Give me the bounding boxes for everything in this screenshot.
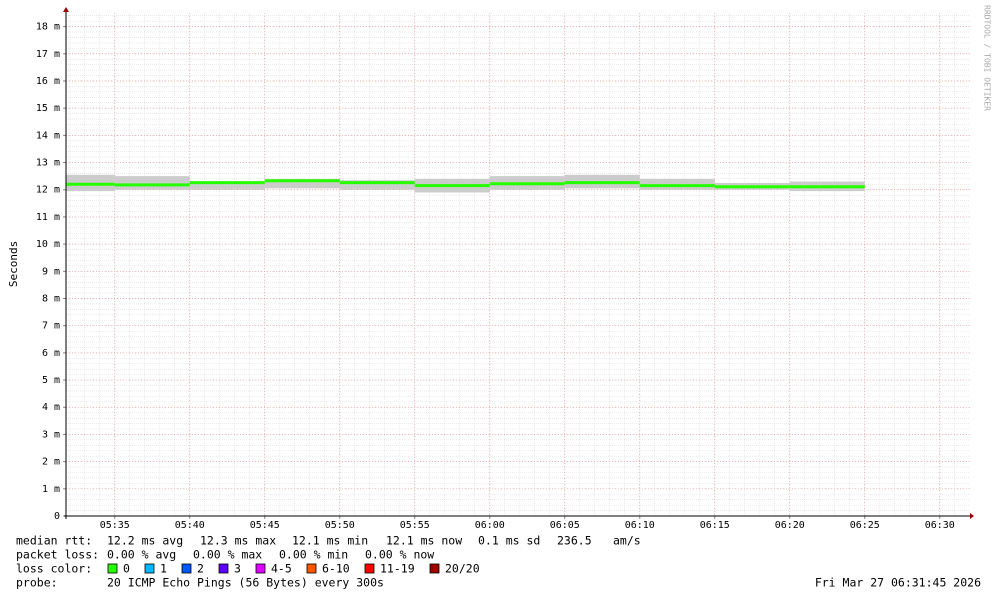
legend-stat: 0.1 ms sd [478,534,540,548]
legend-swatch [218,563,229,574]
legend-stat: am/s [613,534,641,548]
y-tick-label: 16 m [36,76,60,87]
legend-entry: 1 [160,562,167,576]
y-tick-label: 12 m [36,185,60,196]
x-tick-label: 05:40 [175,520,205,531]
legend-entry: 20/20 [445,562,480,576]
x-tick-label: 05:35 [100,520,130,531]
timestamp: Fri Mar 27 06:31:45 2026 [815,576,981,590]
y-axis-label: Seconds [7,241,20,287]
legend-entry: 6-10 [322,562,350,576]
y-tick-label: 17 m [36,49,60,60]
legend-entry: 2 [197,562,204,576]
legend-swatch [429,563,440,574]
y-tick-label: 8 m [42,293,60,304]
legend-entry: 3 [234,562,241,576]
y-tick-label: 10 m [36,239,60,250]
legend-stat: 236.5 [557,534,592,548]
y-tick-label: 9 m [42,266,60,277]
legend-stat: 12.2 ms avg [107,534,183,548]
legend-label: median rtt: [16,534,92,548]
y-tick-label: 3 m [42,429,60,440]
y-tick-label: 15 m [36,103,60,114]
x-axis-arrow [970,513,974,519]
smoke-band [339,180,415,190]
watermark: RRDTOOL / TOBI OETIKER [983,5,992,111]
legend-label: loss color: [16,562,92,576]
y-tick-label: 2 m [42,457,60,468]
x-tick-label: 06:10 [625,520,655,531]
y-tick-label: 5 m [42,375,60,386]
y-tick-label: 18 m [36,22,60,33]
x-tick-label: 06:15 [700,520,730,531]
y-tick-label: 4 m [42,402,60,413]
x-tick-label: 06:25 [850,520,880,531]
legend-swatch [181,563,192,574]
probe-label: probe: [16,576,58,590]
y-axis-arrow [63,7,69,12]
y-tick-label: 1 m [42,484,60,495]
legend-entry: 11-19 [380,562,415,576]
legend-swatch [306,563,317,574]
smoke-band [264,178,340,189]
x-tick-label: 05:45 [250,520,280,531]
y-tick-label: 13 m [36,158,60,169]
legend-stat: 0.00 % min [279,548,348,562]
y-tick-label: 7 m [42,321,60,332]
legend-swatch [255,563,266,574]
x-tick-label: 06:30 [925,520,955,531]
smoke-band [189,181,265,190]
smoke-band [114,176,190,190]
y-tick-label: 6 m [42,348,60,359]
y-tick-label: 11 m [36,212,60,223]
legend-entry: 0 [123,562,130,576]
x-tick-label: 05:55 [400,520,430,531]
legend-stat: 0.00 % max [193,548,262,562]
legend-label: packet loss: [16,548,99,562]
legend-stat: 0.00 % avg [107,548,176,562]
x-tick-label: 06:20 [775,520,805,531]
legend-swatch [364,563,375,574]
legend-entry: 4-5 [271,562,292,576]
legend-stat: 12.1 ms now [386,534,462,548]
legend-stat: 0.00 % now [365,548,434,562]
x-tick-label: 06:00 [475,520,505,531]
probe-text: 20 ICMP Echo Pings (56 Bytes) every 300s [107,576,384,590]
y-tick-label: 14 m [36,130,60,141]
x-tick-label: 06:05 [550,520,580,531]
legend-swatch [107,563,118,574]
legend-stat: 12.1 ms min [292,534,368,548]
x-tick-label: 05:50 [325,520,355,531]
legend-stat: 12.3 ms max [200,534,276,548]
y-tick-label: 0 [54,511,60,522]
legend-swatch [144,563,155,574]
